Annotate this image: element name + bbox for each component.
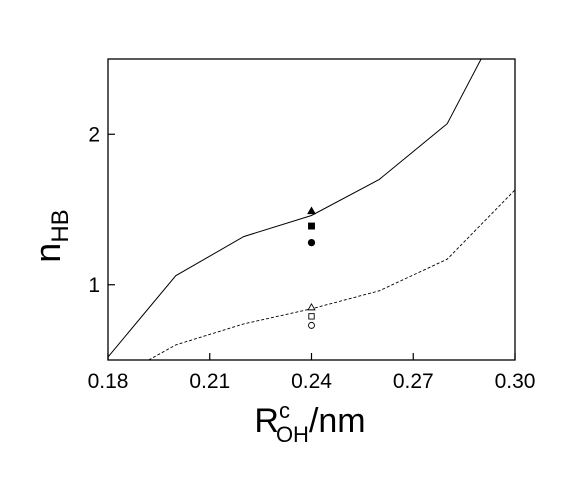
marker-filled-circle bbox=[307, 238, 316, 247]
marker-filled-triangle bbox=[307, 206, 316, 215]
x-tick-label: 0.30 bbox=[495, 370, 536, 393]
x-tick-label: 0.27 bbox=[393, 370, 434, 393]
marker-open-circle bbox=[308, 321, 315, 329]
marker-open-square bbox=[308, 313, 315, 320]
y-axis-title-sub: HB bbox=[47, 209, 74, 242]
x-tick-label: 0.21 bbox=[189, 370, 230, 393]
x-axis-title-sup: c bbox=[279, 398, 290, 423]
x-tick-label: 0.18 bbox=[88, 370, 129, 393]
plot-frame bbox=[107, 58, 516, 361]
x-axis-title-suffix: /nm bbox=[309, 402, 366, 440]
marker-filled-square bbox=[308, 222, 315, 230]
series-dashed-line bbox=[148, 189, 515, 360]
x-axis-title-main: R bbox=[254, 402, 279, 440]
x-axis-title: Rc OH/nm bbox=[254, 398, 365, 447]
y-axis-title-main: n bbox=[27, 243, 68, 263]
x-axis-title-sub: OH bbox=[276, 422, 309, 447]
y-tick-label: 2 bbox=[88, 123, 100, 146]
series-solid-line bbox=[108, 59, 482, 358]
y-axis-title: nHB bbox=[27, 209, 74, 262]
x-tick-label: 0.24 bbox=[291, 370, 332, 393]
marker-open-triangle bbox=[307, 303, 316, 311]
y-tick-label: 1 bbox=[88, 274, 100, 297]
tick-labels: 0.18 0.21 0.24 0.27 0.30 1 2 bbox=[88, 123, 536, 393]
plot-area bbox=[108, 59, 515, 360]
